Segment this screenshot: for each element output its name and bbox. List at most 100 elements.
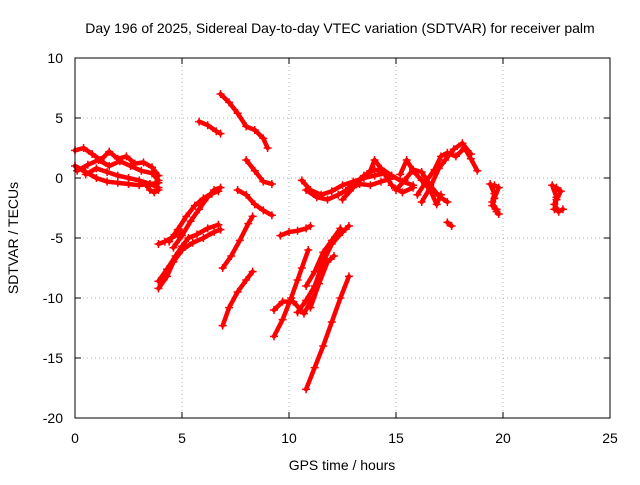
data-track [271,247,311,339]
data-point [327,236,336,245]
data-point [323,258,332,266]
data-point [218,321,227,330]
data-point [409,181,418,190]
data-point [267,180,276,188]
data-point [105,147,114,156]
data-point [278,315,287,324]
data-point [432,200,441,209]
data-point [554,207,563,216]
y-tick-label: 10 [47,50,63,66]
data-point [421,177,430,186]
data-point [83,160,92,169]
data-point [178,231,186,240]
data-point [250,166,259,175]
data-point [302,385,311,394]
data-point [79,144,88,152]
data-point [443,198,452,206]
data-point [293,276,302,284]
data-point [310,363,319,372]
y-tick-label: -5 [51,230,64,246]
data-point [417,198,426,206]
data-series-layer [71,90,567,394]
series-track-22 [306,252,338,312]
data-point [242,156,251,164]
data-track [308,253,337,310]
data-point [195,205,204,214]
data-point [270,306,279,314]
data-point [92,164,101,173]
data-point [327,187,336,196]
x-tick-label: 10 [281,430,297,446]
series-track-5 [141,180,163,197]
data-point [434,164,443,173]
y-axis-label: SDTVAR / TECUs [5,182,21,294]
data-point [355,176,364,185]
data-point [244,219,253,228]
data-point [417,168,426,176]
data-point [103,177,112,186]
data-point [466,150,475,158]
data-point [366,166,375,175]
data-point [122,152,131,161]
data-point [370,156,379,164]
data-point [306,303,315,312]
data-point [552,195,561,204]
data-point [443,218,452,227]
data-point [141,180,150,188]
data-point [154,186,163,194]
data-point [409,166,418,175]
data-point [302,296,311,305]
data-point [88,150,97,158]
data-point [329,252,338,260]
y-tick-label: -10 [43,290,63,306]
data-point [154,176,163,185]
data-point [124,174,133,182]
data-point [377,164,386,173]
data-point [235,236,244,245]
data-point [186,217,195,226]
series-track-30 [413,144,482,199]
data-point [105,162,114,170]
data-point [550,205,559,214]
data-point [402,156,411,164]
series-track-31 [417,139,475,206]
data-point [225,98,234,107]
data-point [338,195,347,204]
series-track-15 [218,212,257,272]
data-point [227,252,236,260]
data-point [195,117,204,126]
data-point [216,225,225,234]
data-point [233,109,242,118]
data-point [297,176,306,185]
data-point [73,166,82,175]
data-point [490,194,499,203]
data-point [494,183,503,192]
data-point [344,183,353,192]
series-track-23 [302,272,353,394]
data-point [216,90,225,98]
data-point [558,205,567,214]
data-point [400,176,409,185]
data-point [148,169,157,178]
data-point [173,225,182,234]
x-tick-label: 15 [388,430,404,446]
data-point [285,228,293,236]
data-point [137,166,146,175]
data-point [139,158,148,167]
x-tick-label: 5 [178,430,186,446]
data-point [233,186,242,194]
data-point [250,200,259,209]
y-tick-label: 0 [55,170,63,186]
data-track [156,222,221,284]
data-point [259,206,268,215]
data-point [169,243,178,252]
data-point [263,144,272,152]
data-point [323,195,332,204]
data-point [387,171,396,180]
data-point [319,248,328,257]
data-point [451,152,460,161]
data-point [447,222,456,230]
data-point [81,170,90,179]
